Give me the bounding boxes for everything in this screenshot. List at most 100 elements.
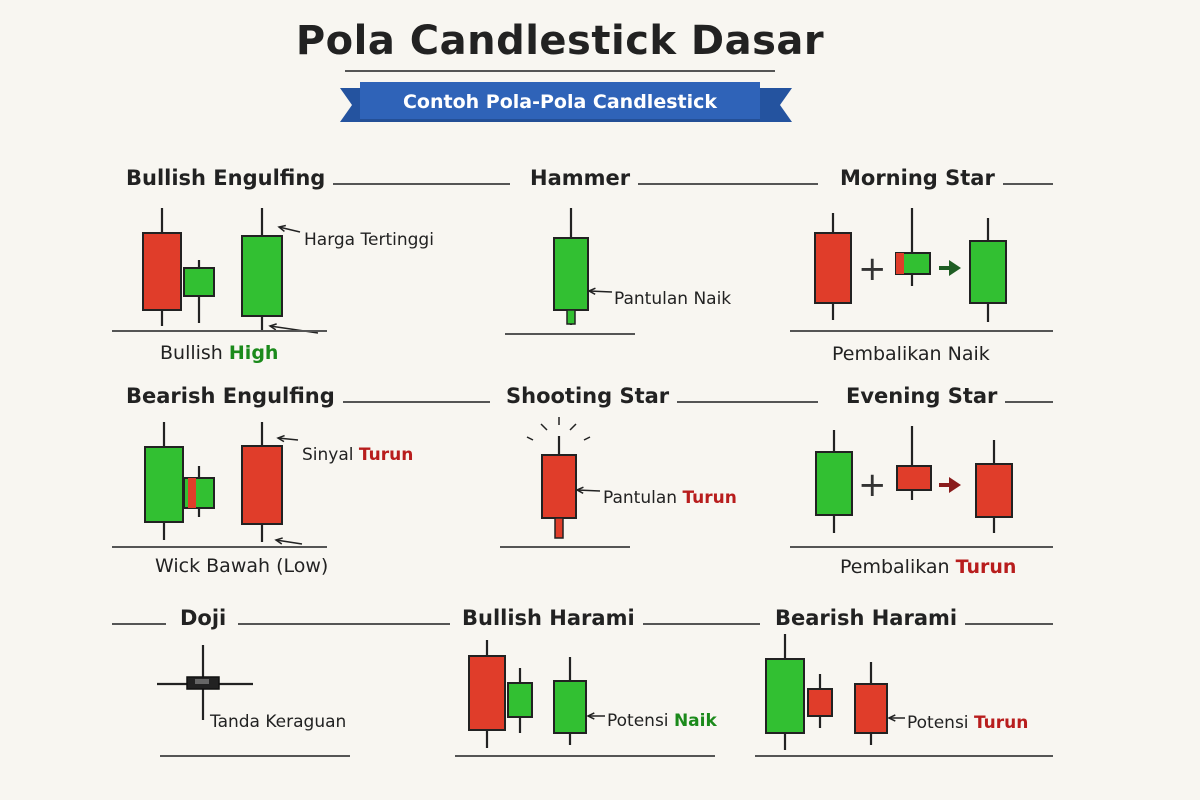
harami-bull-candle (765, 634, 805, 750)
harami-small-bull (507, 668, 533, 733)
spark-line (540, 423, 548, 431)
baseline (112, 546, 327, 548)
heading-bullish-harami: Bullish Harami (454, 606, 643, 630)
caption-bullish-high: Bullish High (160, 342, 279, 364)
hammer-tail (566, 309, 576, 325)
heading-rule (980, 401, 1053, 403)
arrow-green-head (949, 260, 961, 276)
harami-bear-candle (854, 662, 888, 745)
candle-body (144, 446, 184, 523)
heading-rule (305, 183, 510, 185)
heading-rule (238, 623, 450, 625)
heading-bearish-harami: Bearish Harami (767, 606, 966, 630)
arrow-pantulan-naik-head (587, 287, 596, 295)
spark-line (569, 423, 577, 431)
candle-body (854, 683, 888, 734)
heading-evening-star: Evening Star (838, 384, 1006, 408)
note-pantulan-naik: Pantulan Naik (614, 289, 732, 309)
candle-body (765, 658, 805, 734)
baseline (505, 333, 635, 335)
arrow-pantulan-turun (576, 489, 601, 492)
title-underline (345, 70, 775, 72)
spark-line (526, 436, 534, 441)
baseline (790, 330, 1053, 332)
baseline (112, 330, 327, 332)
shooting-star-tail (554, 517, 564, 539)
arrow-pantulan-turun-head (575, 486, 584, 494)
candle-body (541, 454, 577, 519)
candle-body (969, 240, 1007, 304)
engulfing-bullish-candle (241, 208, 283, 330)
heading-rule (305, 401, 490, 403)
candle-body (975, 463, 1013, 518)
heading-shooting-star: Shooting Star (498, 384, 678, 408)
heading-rule (928, 623, 1053, 625)
heading-rule (618, 623, 760, 625)
evening-star-body (896, 465, 932, 491)
morning-star-red-part (896, 253, 904, 274)
heading-rule (628, 183, 818, 185)
note-tanda-keraguan: Tanda Keraguan (210, 712, 347, 732)
evening-bull-candle (815, 430, 853, 533)
baseline (500, 546, 630, 548)
baseline (790, 546, 1053, 548)
candle-body (815, 451, 853, 516)
bullish-candle (144, 422, 184, 540)
heading-morning-star: Morning Star (832, 166, 1003, 190)
candle-body (807, 688, 833, 717)
plus-sign-morning: + (858, 249, 887, 289)
doji-highlight (195, 679, 209, 684)
note-pantulan-turun: Pantulan Turun (603, 488, 737, 508)
candle-body (814, 232, 852, 304)
arrow-red-head (949, 477, 961, 493)
evening-bear-candle (975, 440, 1013, 533)
heading-hammer: Hammer (522, 166, 639, 190)
harami-small-bear (807, 674, 833, 728)
heading-doji: Doji (172, 606, 235, 630)
bearish-candle (142, 208, 182, 326)
arrow-wick-bawah-head (274, 537, 283, 545)
hammer-candle (553, 208, 589, 325)
candle-body (241, 445, 283, 525)
note-harga-tertinggi: Harga Tertinggi (304, 230, 434, 250)
baseline (455, 755, 715, 757)
arrow-low-head (268, 323, 277, 331)
small-candle-red-part (188, 478, 196, 508)
heading-bullish-engulfing: Bullish Engulfing (118, 166, 334, 190)
heading-bearish-engulfing: Bearish Engulfing (118, 384, 343, 408)
page-title: Pola Candlestick Dasar (295, 18, 825, 64)
candle-body (241, 235, 283, 317)
morning-bear-candle (814, 213, 852, 320)
banner-tail-right (760, 88, 792, 122)
heading-rule (650, 401, 818, 403)
note-sinyal-turun: Sinyal Turun (302, 445, 414, 465)
candle-body (468, 655, 506, 731)
heading-rule (112, 623, 166, 625)
arrow-harga-tertinggi-head (277, 224, 286, 233)
subtitle-banner: Contoh Pola-Pola Candlestick (360, 82, 760, 122)
candle-body (142, 232, 182, 311)
harami-bull-candle (553, 657, 587, 745)
caption-pembalikan-naik: Pembalikan Naik (832, 343, 990, 365)
engulfing-bearish-candle (241, 422, 283, 542)
arrow-potensi-naik-head (586, 712, 595, 720)
caption-pembalikan-turun: Pembalikan Turun (840, 556, 1017, 578)
note-potensi-naik: Potensi Naik (607, 711, 717, 731)
arrow-pantulan-naik (588, 290, 613, 293)
heading-rule (985, 183, 1053, 185)
arrow-low (269, 325, 319, 334)
arrow-sinyal-turun-head (276, 434, 285, 443)
morning-bull-candle (969, 218, 1007, 322)
candle-body (183, 267, 215, 297)
harami-bear-candle (468, 640, 506, 748)
candle-body (553, 680, 587, 734)
candle-body (553, 237, 589, 311)
baseline (160, 755, 350, 757)
small-bullish-candle (183, 260, 215, 323)
note-potensi-turun: Potensi Turun (907, 713, 1029, 733)
arrow-sinyal-turun (277, 437, 299, 441)
baseline (755, 755, 1053, 757)
arrow-potensi-turun-head (887, 714, 896, 722)
caption-wick-bawah: Wick Bawah (Low) (155, 555, 329, 577)
